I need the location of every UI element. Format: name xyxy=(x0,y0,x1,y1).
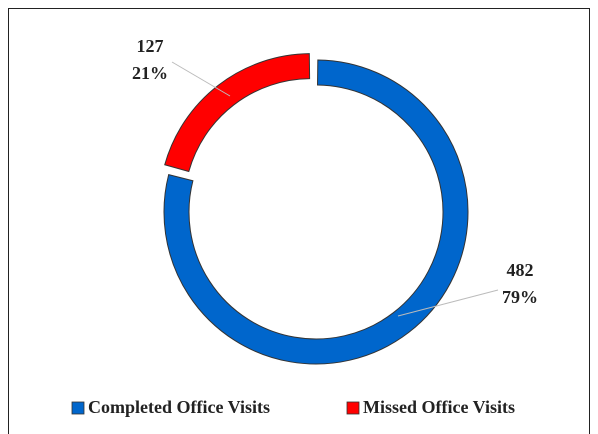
percent-label: 21% xyxy=(132,63,168,83)
leader-line xyxy=(397,289,499,317)
donut-segment xyxy=(163,59,469,365)
legend-swatch xyxy=(346,401,360,415)
leader-line xyxy=(171,61,231,97)
legend-swatch xyxy=(71,401,85,415)
legend-label: Completed Office Visits xyxy=(88,397,270,417)
data-label: 127 xyxy=(137,36,164,56)
data-label: 482 xyxy=(507,260,534,280)
donut-segment xyxy=(164,53,311,173)
legend-label: Missed Office Visits xyxy=(363,397,515,417)
percent-label: 79% xyxy=(502,287,538,307)
